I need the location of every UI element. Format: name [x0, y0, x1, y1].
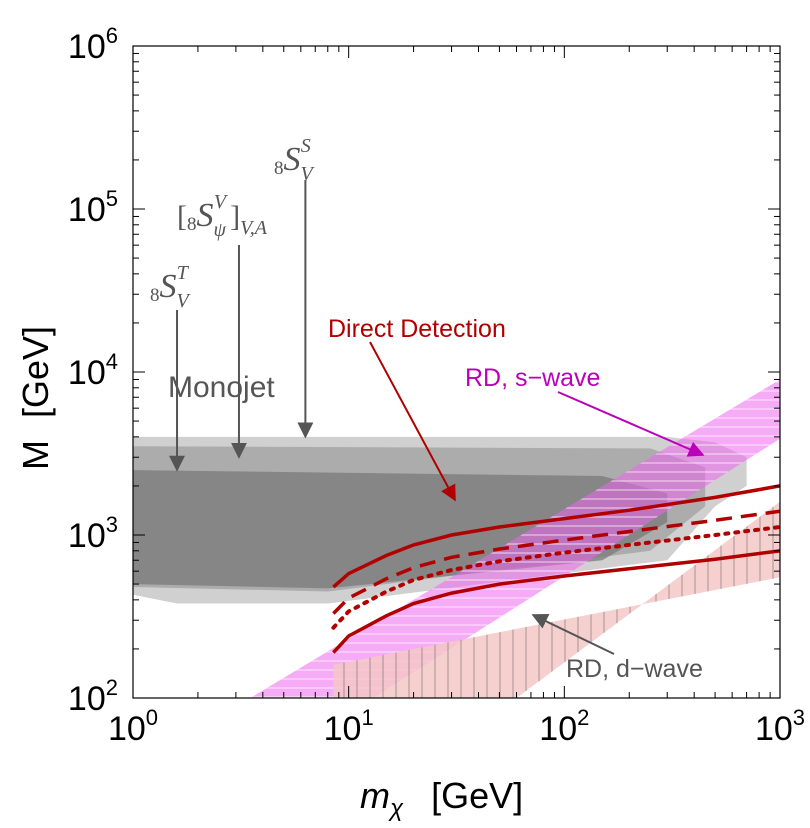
- y-tick-label: 105: [68, 186, 118, 229]
- x-tick-label: 103: [755, 705, 805, 748]
- direct-detection-label: Direct Detection: [328, 315, 506, 343]
- x-tick-label: 102: [539, 705, 589, 748]
- y-tick-label: 104: [68, 349, 118, 392]
- x-axis-title: mχ [GeV]: [360, 775, 523, 822]
- direct-detection-arrow: [369, 341, 456, 502]
- rd-d-wave-arrow: [531, 614, 615, 655]
- series-direct-detection-solid-upper: [332, 484, 780, 589]
- x-tick-label: 100: [108, 705, 158, 748]
- rd-s-wave-label: RD, s−wave: [465, 364, 600, 392]
- y-tick-label: 106: [68, 23, 118, 66]
- y-tick-label: 103: [68, 512, 118, 555]
- series-direct-detection-solid-lower: [332, 549, 780, 654]
- region-hatch-d-wave: [333, 501, 780, 698]
- model-label-vector: [8SψV]V,A: [177, 191, 268, 241]
- rd-d-wave-label: RD, d−wave: [566, 655, 703, 683]
- y-axis-title: M[GeV]: [15, 326, 56, 470]
- series-direct-detection-dashed: [332, 509, 780, 615]
- model-label-scalar: 8SVS: [274, 135, 316, 185]
- monojet-label: Monojet: [168, 371, 275, 404]
- rd-s-wave-arrow: [557, 391, 705, 457]
- x-tick-label: 101: [324, 705, 374, 748]
- series-direct-detection-dotted: [331, 525, 780, 630]
- y-tick-label: 102: [68, 675, 118, 718]
- model-label-tensor: 8SVT: [150, 262, 192, 312]
